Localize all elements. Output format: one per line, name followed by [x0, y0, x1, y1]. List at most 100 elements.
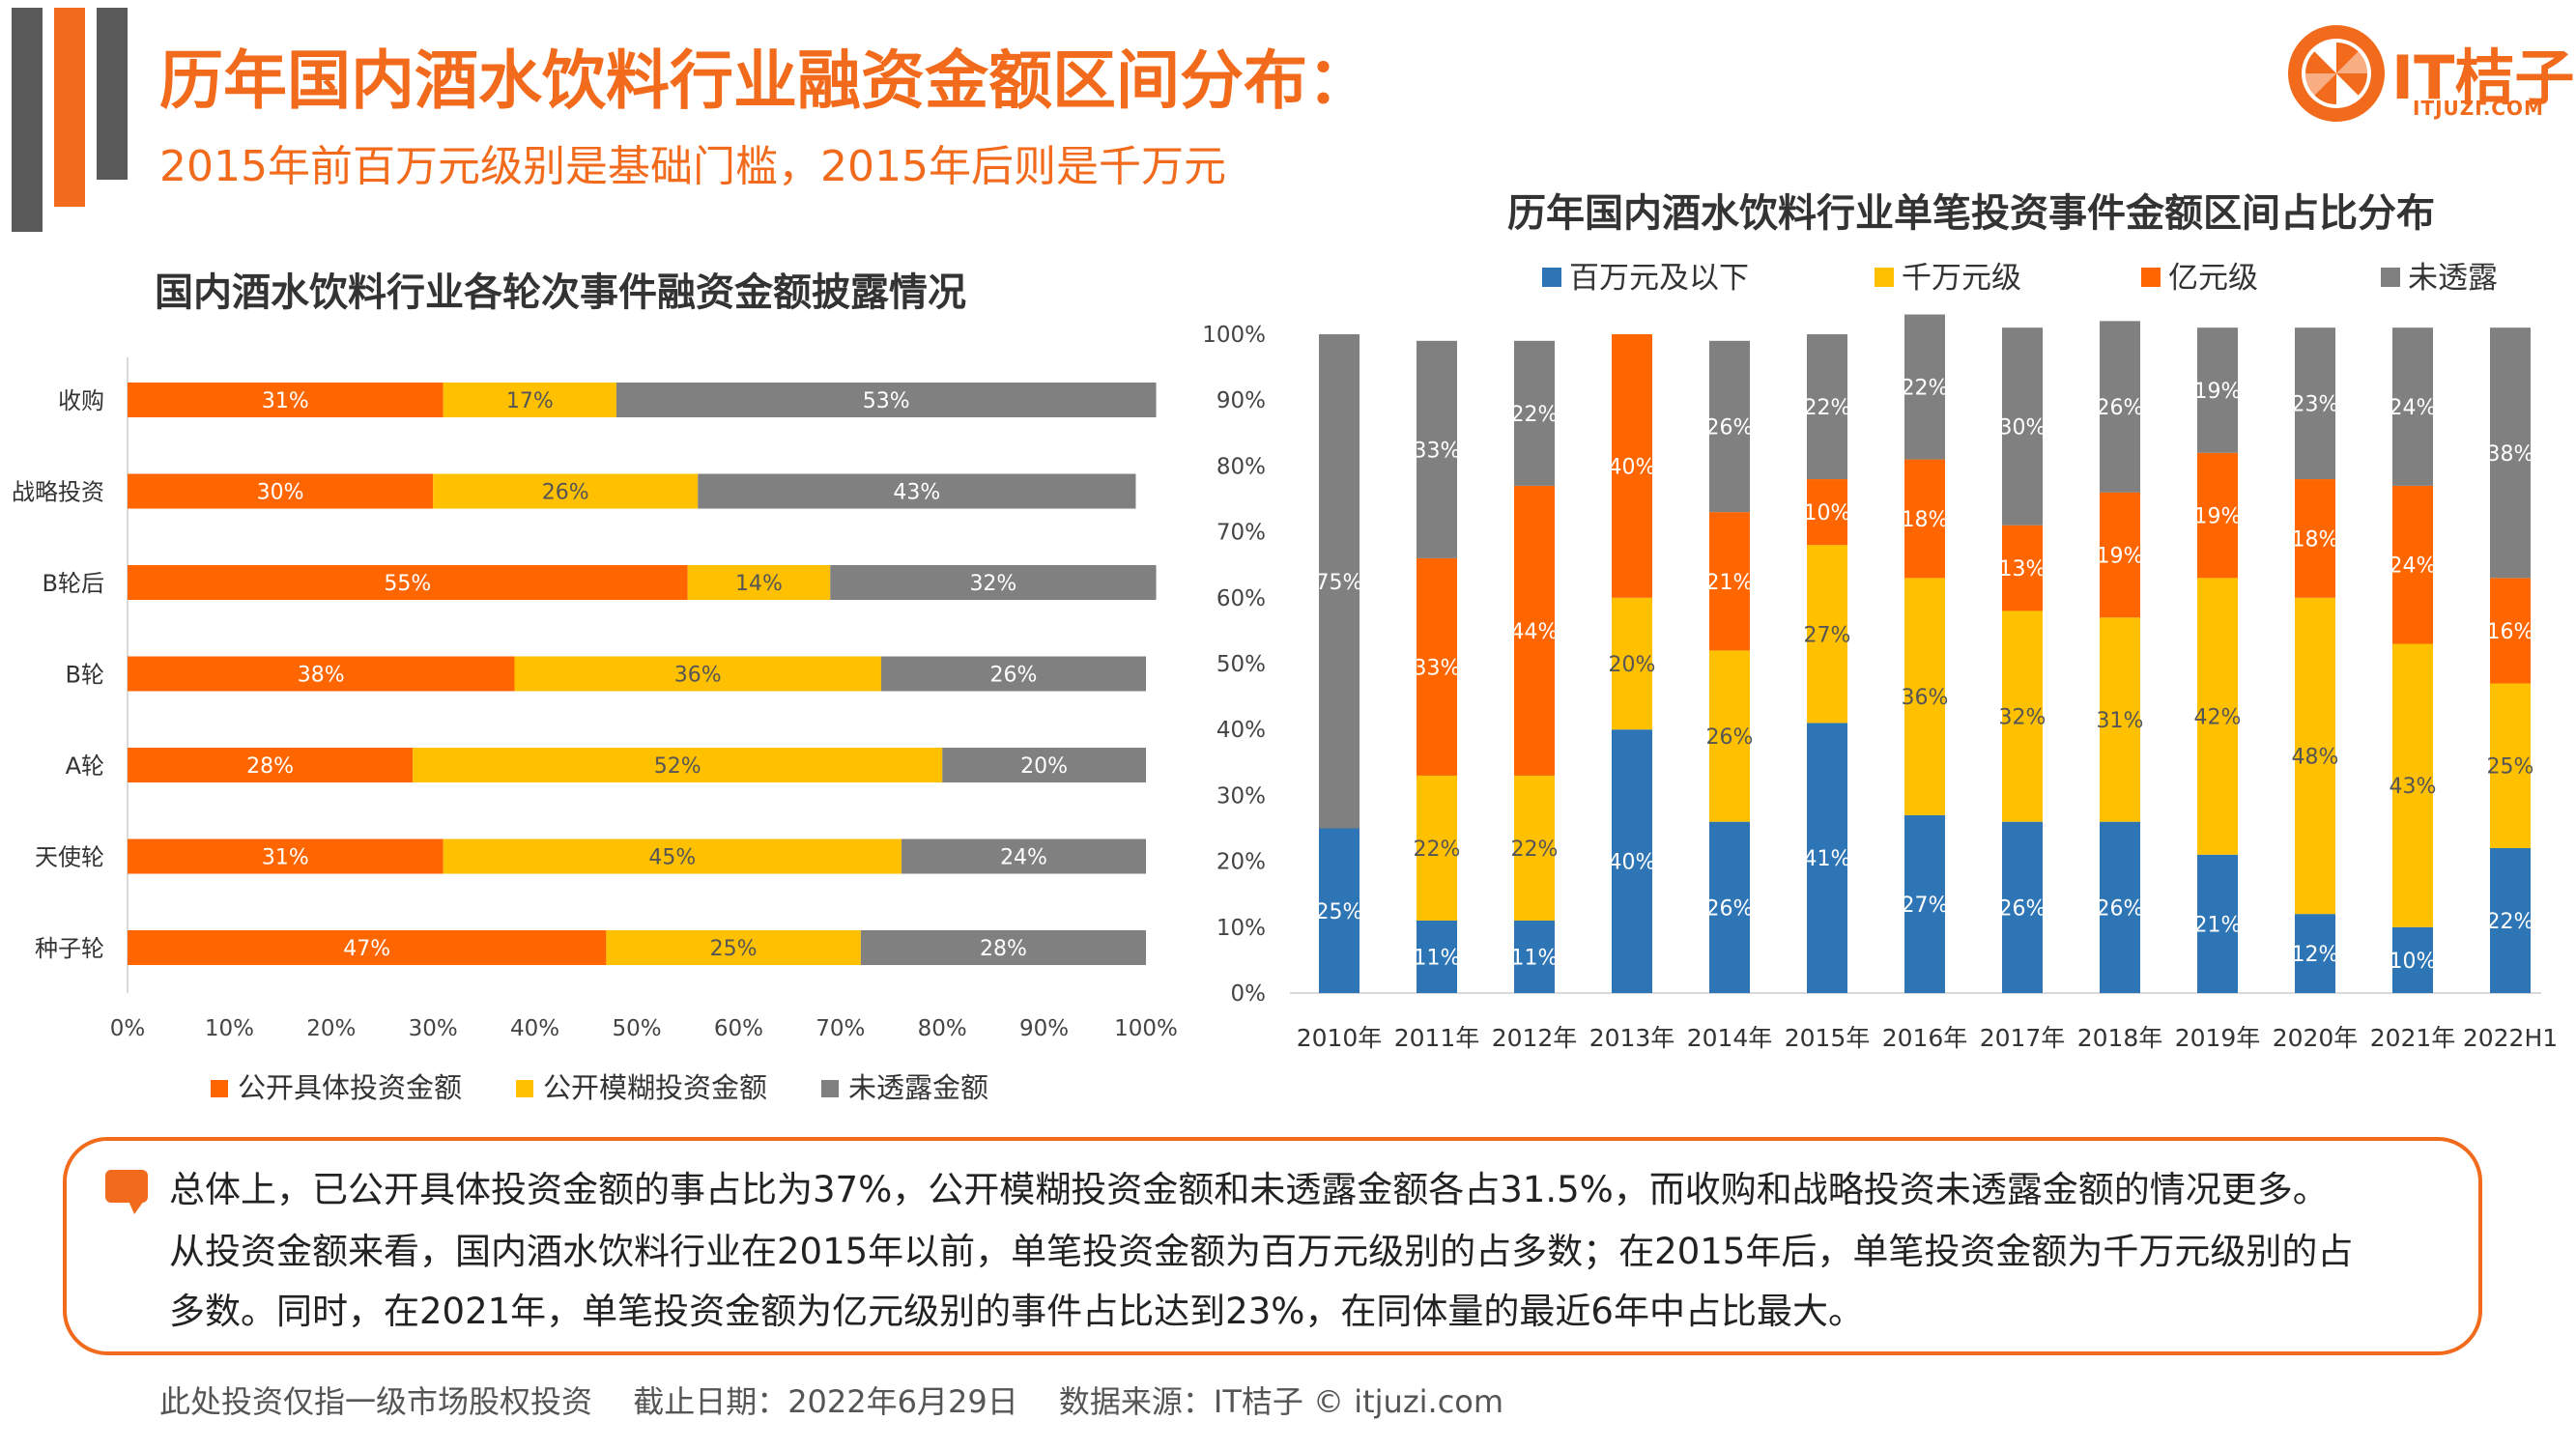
right-chart-bar-segment [1904, 578, 1945, 815]
left-chart-data-label: 28% [246, 754, 294, 779]
right-chart-category-label: 2012年 [1492, 1024, 1578, 1052]
right-chart-data-label: 27% [1902, 894, 1949, 918]
right-chart-data-label: 16% [2487, 620, 2534, 644]
right-chart-bar-segment [1709, 821, 1750, 993]
left-chart-bar-segment [128, 565, 688, 600]
left-chart-data-label: 26% [542, 481, 589, 505]
right-chart-data-label: 44% [1511, 620, 1559, 644]
left-chart-bar-segment [615, 383, 1157, 417]
left-chart-bar-segment [128, 748, 414, 782]
right-chart-category-label: 2014年 [1687, 1024, 1773, 1052]
right-chart-legend-swatch [1875, 268, 1894, 287]
right-chart-data-label: 19% [2194, 505, 2242, 529]
left-chart-bar-segment [880, 656, 1146, 692]
right-chart-bar-segment [1319, 334, 1360, 829]
right-chart-bar-segment [1709, 340, 1750, 513]
right-chart-data-label: 21% [2194, 913, 2242, 937]
left-chart-data-label: 43% [893, 481, 940, 505]
footer-source: 数据来源：IT桔子 © itjuzi.com [1058, 1383, 1504, 1420]
right-chart-data-label: 41% [1804, 847, 1851, 871]
left-chart-data-label: 47% [343, 937, 390, 961]
right-chart-data-label: 18% [2292, 527, 2339, 552]
header-decor-bar-gray-left [12, 8, 43, 232]
right-chart-legend-swatch [1542, 268, 1561, 287]
right-chart-data-label: 26% [2097, 396, 2144, 420]
right-chart-bar-segment [2392, 485, 2433, 644]
logo-url: ITJUZI.COM [2413, 97, 2544, 120]
right-chart-bar-segment [1612, 597, 1652, 730]
right-chart-bar-segment [2392, 643, 2433, 927]
right-chart-data-label: 48% [2292, 745, 2339, 769]
right-chart-data-label: 19% [2194, 380, 2242, 404]
left-chart-x-tick-label: 10% [205, 1016, 254, 1041]
left-chart-data-label: 53% [863, 389, 910, 413]
left-chart-data-label: 31% [262, 389, 309, 413]
left-chart-title: 国内酒水饮料行业各轮次事件融资金额披露情况 [155, 270, 966, 315]
summary-line-2: 从投资金额来看，国内酒水饮料行业在2015年以前，单笔投资金额为百万元级别的占多… [169, 1231, 2354, 1272]
right-chart-data-label: 24% [2390, 396, 2437, 420]
right-chart-y-tick-label: 40% [1216, 718, 1266, 743]
left-chart-bar-segment [514, 656, 881, 692]
left-chart-bar-segment [128, 838, 444, 874]
summary-line-1: 总体上，已公开具体投资金额的事占比为37%，公开模糊投资金额和未透露金额各占31… [169, 1169, 2329, 1210]
summary-box: 总体上，已公开具体投资金额的事占比为37%，公开模糊投资金额和未透露金额各占31… [63, 1137, 2482, 1355]
right-chart-data-label: 25% [2487, 755, 2534, 780]
left-chart: 收购 31% 17% 53% 战略投资 30% 26% 43% B轮后 55% 14% 32% B轮 38… [12, 357, 1178, 1104]
right-chart-bar-segment [1514, 920, 1555, 993]
right-chart-data-label: 22% [1804, 396, 1851, 420]
left-chart-bar-segment [942, 748, 1146, 782]
left-chart-legend-swatch [821, 1080, 839, 1097]
right-chart-bar-segment [2002, 525, 2043, 611]
right-chart-bar-segment [2490, 683, 2531, 848]
left-chart-legend-label: 未透露金额 [848, 1071, 988, 1104]
page-subtitle: 2015年前百万元级别是基础门槛，2015年后则是千万元 [159, 142, 1226, 191]
right-chart-data-label: 18% [1902, 508, 1949, 532]
right-chart-bar-segment [2490, 847, 2531, 993]
left-chart-data-label: 36% [674, 664, 722, 688]
left-chart-legend-label: 公开模糊投资金额 [543, 1071, 767, 1104]
right-chart-data-label: 42% [2194, 706, 2242, 730]
right-chart-data-label: 24% [2390, 554, 2437, 579]
left-chart-data-label: 31% [262, 846, 309, 870]
right-chart-bar-segment [1904, 814, 1945, 993]
right-chart-bar-segment [1417, 340, 1457, 558]
left-chart-bar-segment [902, 838, 1146, 874]
left-chart-bar-segment [443, 838, 902, 874]
right-chart-category-label: 2022H1 [2463, 1024, 2558, 1052]
left-chart-bar-segment [860, 930, 1146, 965]
right-chart-data-label: 26% [2097, 896, 2144, 921]
right-chart-legend-label: 百万元及以下 [1569, 261, 1749, 296]
right-chart-data-label: 26% [1706, 896, 1754, 921]
left-chart-bar-segment [443, 383, 616, 417]
right-chart-data-label: 31% [2097, 709, 2144, 733]
right-chart-data-label: 10% [2390, 950, 2437, 974]
right-chart-category-label: 2018年 [2077, 1024, 2163, 1052]
right-chart-bar-segment [1514, 775, 1555, 921]
right-chart-y-tick-label: 70% [1216, 521, 1266, 546]
logo-icon [2284, 21, 2389, 126]
right-chart-data-label: 32% [1999, 706, 2046, 730]
right-chart-data-label: 12% [2292, 943, 2339, 967]
right-chart-bar-segment [1807, 545, 1847, 724]
left-chart-bar-segment [606, 930, 861, 965]
right-chart-category-label: 2021年 [2370, 1024, 2456, 1052]
left-chart-data-label: 14% [735, 572, 783, 596]
left-chart-bar-segment [433, 473, 699, 509]
right-chart-data-label: 40% [1609, 851, 1656, 875]
right-chart-bar-segment [1807, 334, 1847, 480]
left-chart-category-label: A轮 [66, 753, 104, 780]
right-chart-bar-segment [2002, 327, 2043, 526]
right-chart-data-label: 26% [1999, 896, 2046, 921]
left-chart-data-label: 55% [384, 572, 431, 596]
right-chart-data-label: 21% [1706, 571, 1754, 595]
right-chart-bar-segment [2100, 492, 2140, 618]
left-chart-legend-swatch [516, 1080, 533, 1097]
right-chart-bar-segment [2197, 327, 2238, 453]
right-chart-bar-segment [1514, 340, 1555, 486]
left-chart-x-tick-label: 70% [816, 1016, 865, 1041]
left-chart-x-tick-label: 20% [306, 1016, 356, 1041]
left-chart-data-label: 28% [980, 937, 1027, 961]
right-chart-legend-swatch [2141, 268, 2161, 287]
right-chart-bar-segment [2490, 327, 2531, 579]
left-chart-category-label: 战略投资 [12, 479, 104, 506]
